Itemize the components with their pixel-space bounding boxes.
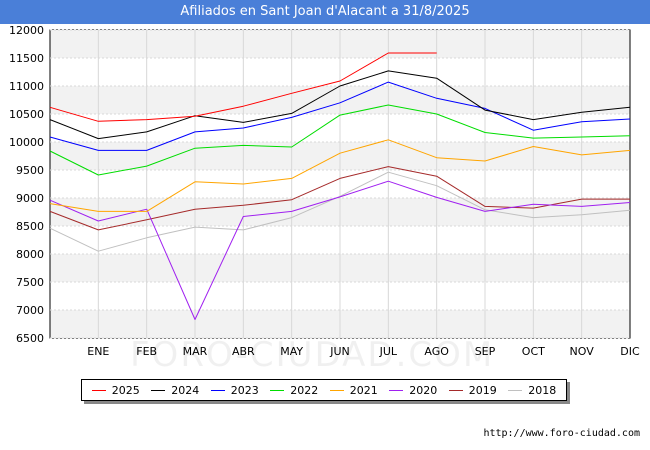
y-tick-label: 7000 — [16, 304, 44, 317]
y-tick-label: 11000 — [9, 80, 44, 93]
x-tick-label: NOV — [570, 345, 595, 358]
legend-swatch — [151, 389, 166, 391]
chart-title: Afiliados en Sant Joan d'Alacant a 31/8/… — [0, 0, 650, 24]
y-tick-label: 8500 — [16, 220, 44, 233]
legend-swatch — [329, 389, 344, 391]
series-line-2021 — [49, 139, 631, 212]
legend-label: 2023 — [230, 383, 259, 397]
legend-label: 2024 — [171, 383, 200, 397]
legend-swatch — [389, 389, 404, 391]
legend-item-2022: 2022 — [270, 384, 318, 397]
legend-swatch — [448, 389, 463, 391]
chart-legend: 2025 2024 2023 2022 2021 2020 2019 2018 — [81, 379, 567, 401]
legend-item-2024: 2024 — [151, 384, 199, 397]
x-tick-label: ABR — [232, 345, 255, 358]
legend-item-2023: 2023 — [210, 383, 259, 397]
series-line-2019 — [49, 166, 630, 231]
legend-item-2025: 2025 — [91, 383, 140, 397]
legend-label: 2020 — [409, 383, 438, 397]
y-tick-label: 11500 — [9, 52, 44, 65]
y-tick-label: 9500 — [16, 164, 44, 177]
source-link[interactable]: http://www.foro-ciudad.com — [483, 428, 640, 439]
x-tick-label: ENE — [87, 345, 109, 358]
x-tick-label: DIC — [620, 345, 640, 358]
x-tick-label: AGO — [424, 345, 449, 358]
legend-label: 2018 — [528, 383, 557, 397]
y-tick-label: 6500 — [16, 332, 44, 345]
legend-swatch — [210, 389, 225, 391]
y-tick-label: 12000 — [9, 24, 44, 37]
x-tick-label: JUL — [379, 345, 398, 358]
legend-item-2021: 2021 — [329, 383, 378, 397]
legend-item-2019: 2019 — [448, 383, 497, 397]
legend-swatch — [91, 389, 106, 391]
series-line-2018 — [49, 171, 631, 252]
y-tick-label: 9000 — [16, 192, 44, 205]
x-tick-label: SEP — [475, 345, 496, 358]
series-line-2022 — [49, 104, 631, 176]
x-tick-label: OCT — [522, 345, 545, 358]
x-tick-label: MAY — [280, 345, 303, 358]
y-tick-label: 10000 — [9, 136, 44, 149]
series-line-2023 — [49, 81, 631, 151]
x-tick-label: FEB — [136, 345, 157, 358]
legend-label: 2021 — [349, 383, 378, 397]
series-line-2020 — [49, 180, 631, 320]
watermark: FORO-CIUDAD.COM — [130, 335, 495, 375]
x-tick-label: JUN — [329, 345, 350, 358]
x-tick-label: MAR — [183, 345, 208, 358]
legend-label: 2022 — [290, 383, 319, 397]
y-tick-label: 10500 — [9, 108, 44, 121]
series-line-2025 — [49, 52, 437, 122]
y-tick-label: 8000 — [16, 248, 44, 261]
legend-label: 2025 — [111, 383, 140, 397]
legend-label: 2019 — [468, 383, 497, 397]
legend-swatch — [270, 389, 285, 391]
legend-item-2018: 2018 — [508, 384, 556, 397]
series-line-2024 — [49, 70, 631, 140]
legend-item-2020: 2020 — [389, 384, 437, 397]
y-tick-label: 7500 — [16, 276, 44, 289]
legend-swatch — [508, 389, 523, 391]
